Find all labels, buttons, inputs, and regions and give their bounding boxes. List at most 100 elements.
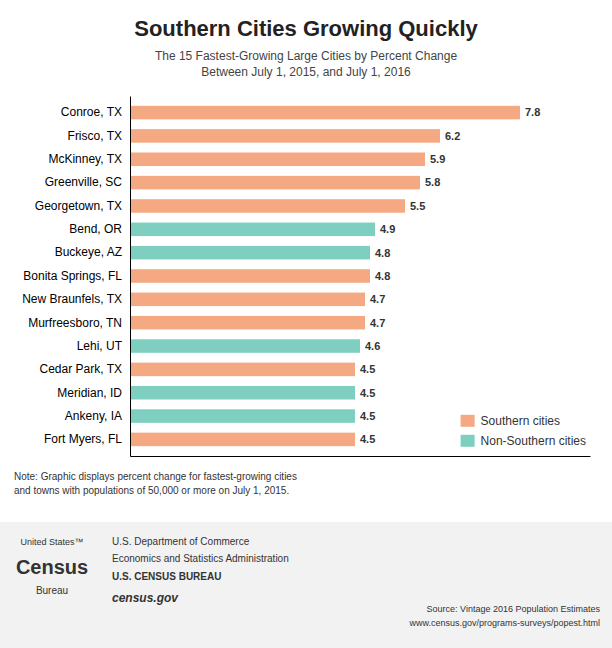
footer-logo-bottom: Bureau — [36, 585, 68, 596]
legend-item: Southern cities — [461, 414, 560, 428]
data-label: 5.5 — [410, 200, 425, 212]
footer-source-line: www.census.gov/programs-surveys/popest.h… — [408, 618, 600, 628]
y-tick-label: Georgetown, TX — [35, 199, 122, 213]
y-tick: Fort Myers, FL — [44, 432, 122, 446]
chart: Southern Cities Growing Quickly The 15 Fa… — [0, 0, 612, 648]
bar — [130, 269, 370, 283]
legend-swatch — [461, 435, 475, 447]
bar — [130, 246, 370, 260]
bar — [130, 316, 365, 330]
subtitle-line: Between July 1, 2015, and July 1, 2016 — [201, 65, 411, 79]
data-label: 4.7 — [370, 293, 385, 305]
footer-logo-top: United States™ — [20, 537, 83, 547]
y-tick: Ankeny, IA — [65, 409, 122, 423]
y-tick: Conroe, TX — [61, 105, 122, 119]
footer-logo-top-line: United States™ — [20, 537, 83, 547]
footer-line-line: U.S. Department of Commerce — [112, 536, 250, 547]
subtitle-line: The 15 Fastest-Growing Large Cities by P… — [155, 49, 457, 63]
y-tick-label: New Braunfels, TX — [22, 292, 122, 306]
y-tick: McKinney, TX — [48, 152, 122, 166]
data-label: 4.6 — [365, 340, 380, 352]
bar — [130, 129, 440, 143]
y-tick-label: McKinney, TX — [48, 152, 122, 166]
y-tick: Frisco, TX — [68, 129, 122, 143]
data-label: 6.2 — [445, 130, 460, 142]
data-label: 5.8 — [425, 176, 440, 188]
data-label: 4.9 — [380, 223, 395, 235]
footer-line-line: U.S. CENSUS BUREAU — [112, 571, 221, 582]
y-tick-label: Bend, OR — [69, 222, 122, 236]
note-line: and towns with populations of 50,000 or … — [14, 485, 289, 496]
data-label: 4.7 — [370, 317, 385, 329]
y-axis: Conroe, TX Frisco, TX McKinney, TX Greenvil… — [22, 97, 130, 457]
data-label: 5.9 — [430, 153, 445, 165]
footer-source-line: Source: Vintage 2016 Population Estimate… — [427, 604, 601, 614]
legend-item: Non-Southern cities — [461, 434, 586, 448]
title: Southern Cities Growing Quickly — [134, 16, 478, 41]
bar — [130, 339, 360, 353]
x-axis — [131, 456, 591, 457]
bar — [130, 293, 365, 307]
y-tick-label: Ankeny, IA — [65, 409, 122, 423]
footer-line-line: Economics and Statistics Administration — [112, 553, 289, 564]
bar — [130, 223, 375, 237]
y-tick: Meridian, ID — [57, 386, 122, 400]
data-label: 4.8 — [375, 270, 390, 282]
y-tick-label: Cedar Park, TX — [40, 362, 122, 376]
y-tick-label: Fort Myers, FL — [44, 432, 122, 446]
note-line: Note: Graphic displays percent change fo… — [14, 471, 297, 482]
data-label: 4.8 — [375, 247, 390, 259]
footer-link-line: census.gov — [112, 591, 179, 605]
y-tick: Greenville, SC — [45, 175, 123, 189]
y-tick: Lehi, UT — [77, 339, 123, 353]
footer-band — [0, 522, 612, 648]
data-label: 4.5 — [360, 433, 375, 445]
legend-swatch — [461, 415, 475, 427]
y-tick-label: Greenville, SC — [45, 175, 123, 189]
bar — [130, 199, 405, 213]
bar — [130, 363, 355, 377]
y-axis-line — [130, 97, 131, 457]
footer-line: U.S. CENSUS BUREAU — [112, 571, 221, 582]
y-tick-label: Lehi, UT — [77, 339, 123, 353]
data-label: 4.5 — [360, 363, 375, 375]
footer-logo-bottom-line: Bureau — [36, 585, 68, 596]
y-tick-label: Conroe, TX — [61, 105, 122, 119]
bar — [130, 433, 355, 447]
y-tick: Bend, OR — [69, 222, 122, 236]
data-label: 4.5 — [360, 410, 375, 422]
y-tick: Buckeye, AZ — [55, 245, 122, 259]
y-tick-label: Meridian, ID — [57, 386, 122, 400]
legend: Southern cities Non-Southern cities — [461, 414, 586, 448]
footer-logo-line: Census — [16, 556, 88, 578]
x-axis-line — [131, 456, 591, 457]
bars — [130, 106, 520, 446]
footer-source: Source: Vintage 2016 Population Estimate… — [408, 604, 600, 628]
data-label: 7.8 — [525, 106, 540, 118]
y-tick-label: Frisco, TX — [68, 129, 122, 143]
y-tick-label: Buckeye, AZ — [55, 245, 122, 259]
bar — [130, 152, 425, 166]
bar — [130, 386, 355, 400]
subtitle: The 15 Fastest-Growing Large Cities by P… — [155, 49, 457, 79]
bar — [130, 176, 420, 190]
y-tick-label: Murfreesboro, TN — [28, 316, 122, 330]
bar — [130, 409, 355, 423]
data-labels: 7.8 6.25.9 5.85.5 4.9 4.8 4.8 4.7 4.7 4.6 4.5 4.5 4… — [360, 106, 540, 445]
footer-line: Economics and Statistics Administration — [112, 553, 289, 564]
y-tick: Georgetown, TX — [35, 199, 122, 213]
y-tick: Cedar Park, TX — [40, 362, 122, 376]
y-tick: Bonita Springs, FL — [23, 269, 122, 283]
note: Note: Graphic displays percent change fo… — [14, 471, 297, 496]
bar — [130, 106, 520, 120]
data-label: 4.5 — [360, 387, 375, 399]
y-tick: Murfreesboro, TN — [28, 316, 122, 330]
y-tick-label: Bonita Springs, FL — [23, 269, 122, 283]
legend-label: Southern cities — [481, 414, 560, 428]
plot: 7.8 6.25.9 5.85.5 4.9 4.8 4.8 4.7 4.7 4.6 4.5 4.5 4… — [22, 97, 590, 457]
footer-line: U.S. Department of Commerce — [112, 536, 250, 547]
footer-link: census.gov — [112, 591, 179, 605]
legend-label: Non-Southern cities — [481, 434, 586, 448]
y-tick: New Braunfels, TX — [22, 292, 122, 306]
footer-logo: Census — [16, 556, 88, 578]
